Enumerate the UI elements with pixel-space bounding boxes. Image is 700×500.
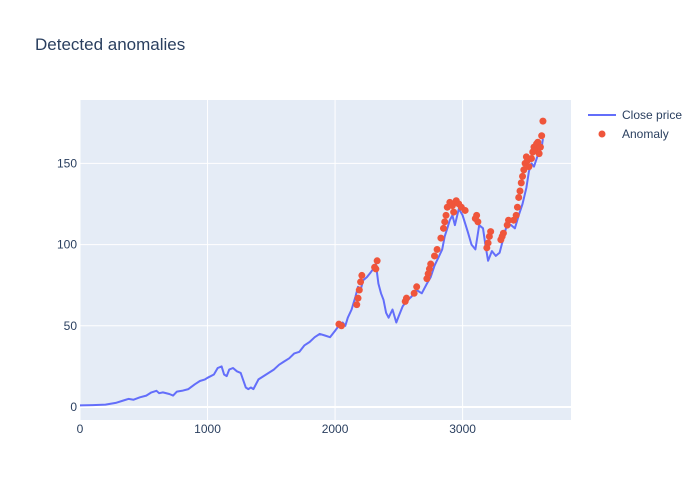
anomaly-point [357,278,365,286]
series-line-close-price [79,138,544,407]
anomaly-point [484,239,492,247]
chart-title: Detected anomalies [35,35,185,54]
anomaly-point [410,289,418,297]
y-tick-label: 100 [57,238,77,252]
anomaly-point [353,301,361,309]
legend-marker-icon [598,130,606,138]
y-tick-label: 150 [57,156,77,170]
anomaly-point [515,193,523,201]
anomaly-point [512,211,520,219]
anomaly-point [474,218,482,226]
legend-label-close-price: Close price [622,108,682,122]
series-markers-anomaly [335,117,547,330]
anomaly-point [358,271,366,279]
anomaly-point [461,206,469,214]
anomaly-point [520,166,528,174]
grid [79,100,571,420]
anomaly-point [433,245,441,253]
anomaly-point [373,257,381,265]
legend-item-anomaly[interactable]: Anomaly [598,127,669,141]
anomaly-point [442,211,450,219]
anomaly-point [427,260,435,268]
anomaly-point [448,202,456,210]
anomaly-point [487,228,495,236]
anomaly-point [402,294,410,302]
anomaly-point [517,179,525,187]
anomaly-point [519,172,527,180]
anomaly-point [499,229,507,237]
anomaly-point [441,218,449,226]
anomaly-point [535,150,543,158]
anomaly-point [437,234,445,242]
x-axis: 0 1000 2000 3000 [77,422,477,436]
x-tick-label: 3000 [449,422,476,436]
anomaly-point [413,283,421,291]
y-tick-label: 0 [70,400,77,414]
anomaly-point [536,143,544,151]
anomaly-point [473,211,481,219]
anomaly-point [431,252,439,260]
y-axis: 0 50 100 150 [57,156,77,414]
anomaly-point [354,294,362,302]
x-tick-label: 2000 [322,422,349,436]
x-tick-label: 1000 [194,422,221,436]
anomaly-point [439,224,447,232]
anomaly-point [527,154,535,162]
anomaly-point [337,322,345,330]
y-tick-label: 50 [64,319,78,333]
anomaly-point [355,286,363,294]
legend[interactable]: Close price Anomaly [588,108,682,141]
plot-area [80,100,571,420]
anomaly-point [372,265,380,273]
anomaly-point [505,216,513,224]
legend-item-close-price[interactable]: Close price [588,108,682,122]
anomaly-point [450,208,458,216]
anomaly-point [538,132,546,140]
anomaly-point [539,117,547,125]
x-tick-label: 0 [77,422,84,436]
legend-label-anomaly: Anomaly [622,127,669,141]
plot-content [79,117,547,407]
anomaly-point [516,187,524,195]
anomaly-point [513,203,521,211]
anomaly-point [525,163,533,171]
